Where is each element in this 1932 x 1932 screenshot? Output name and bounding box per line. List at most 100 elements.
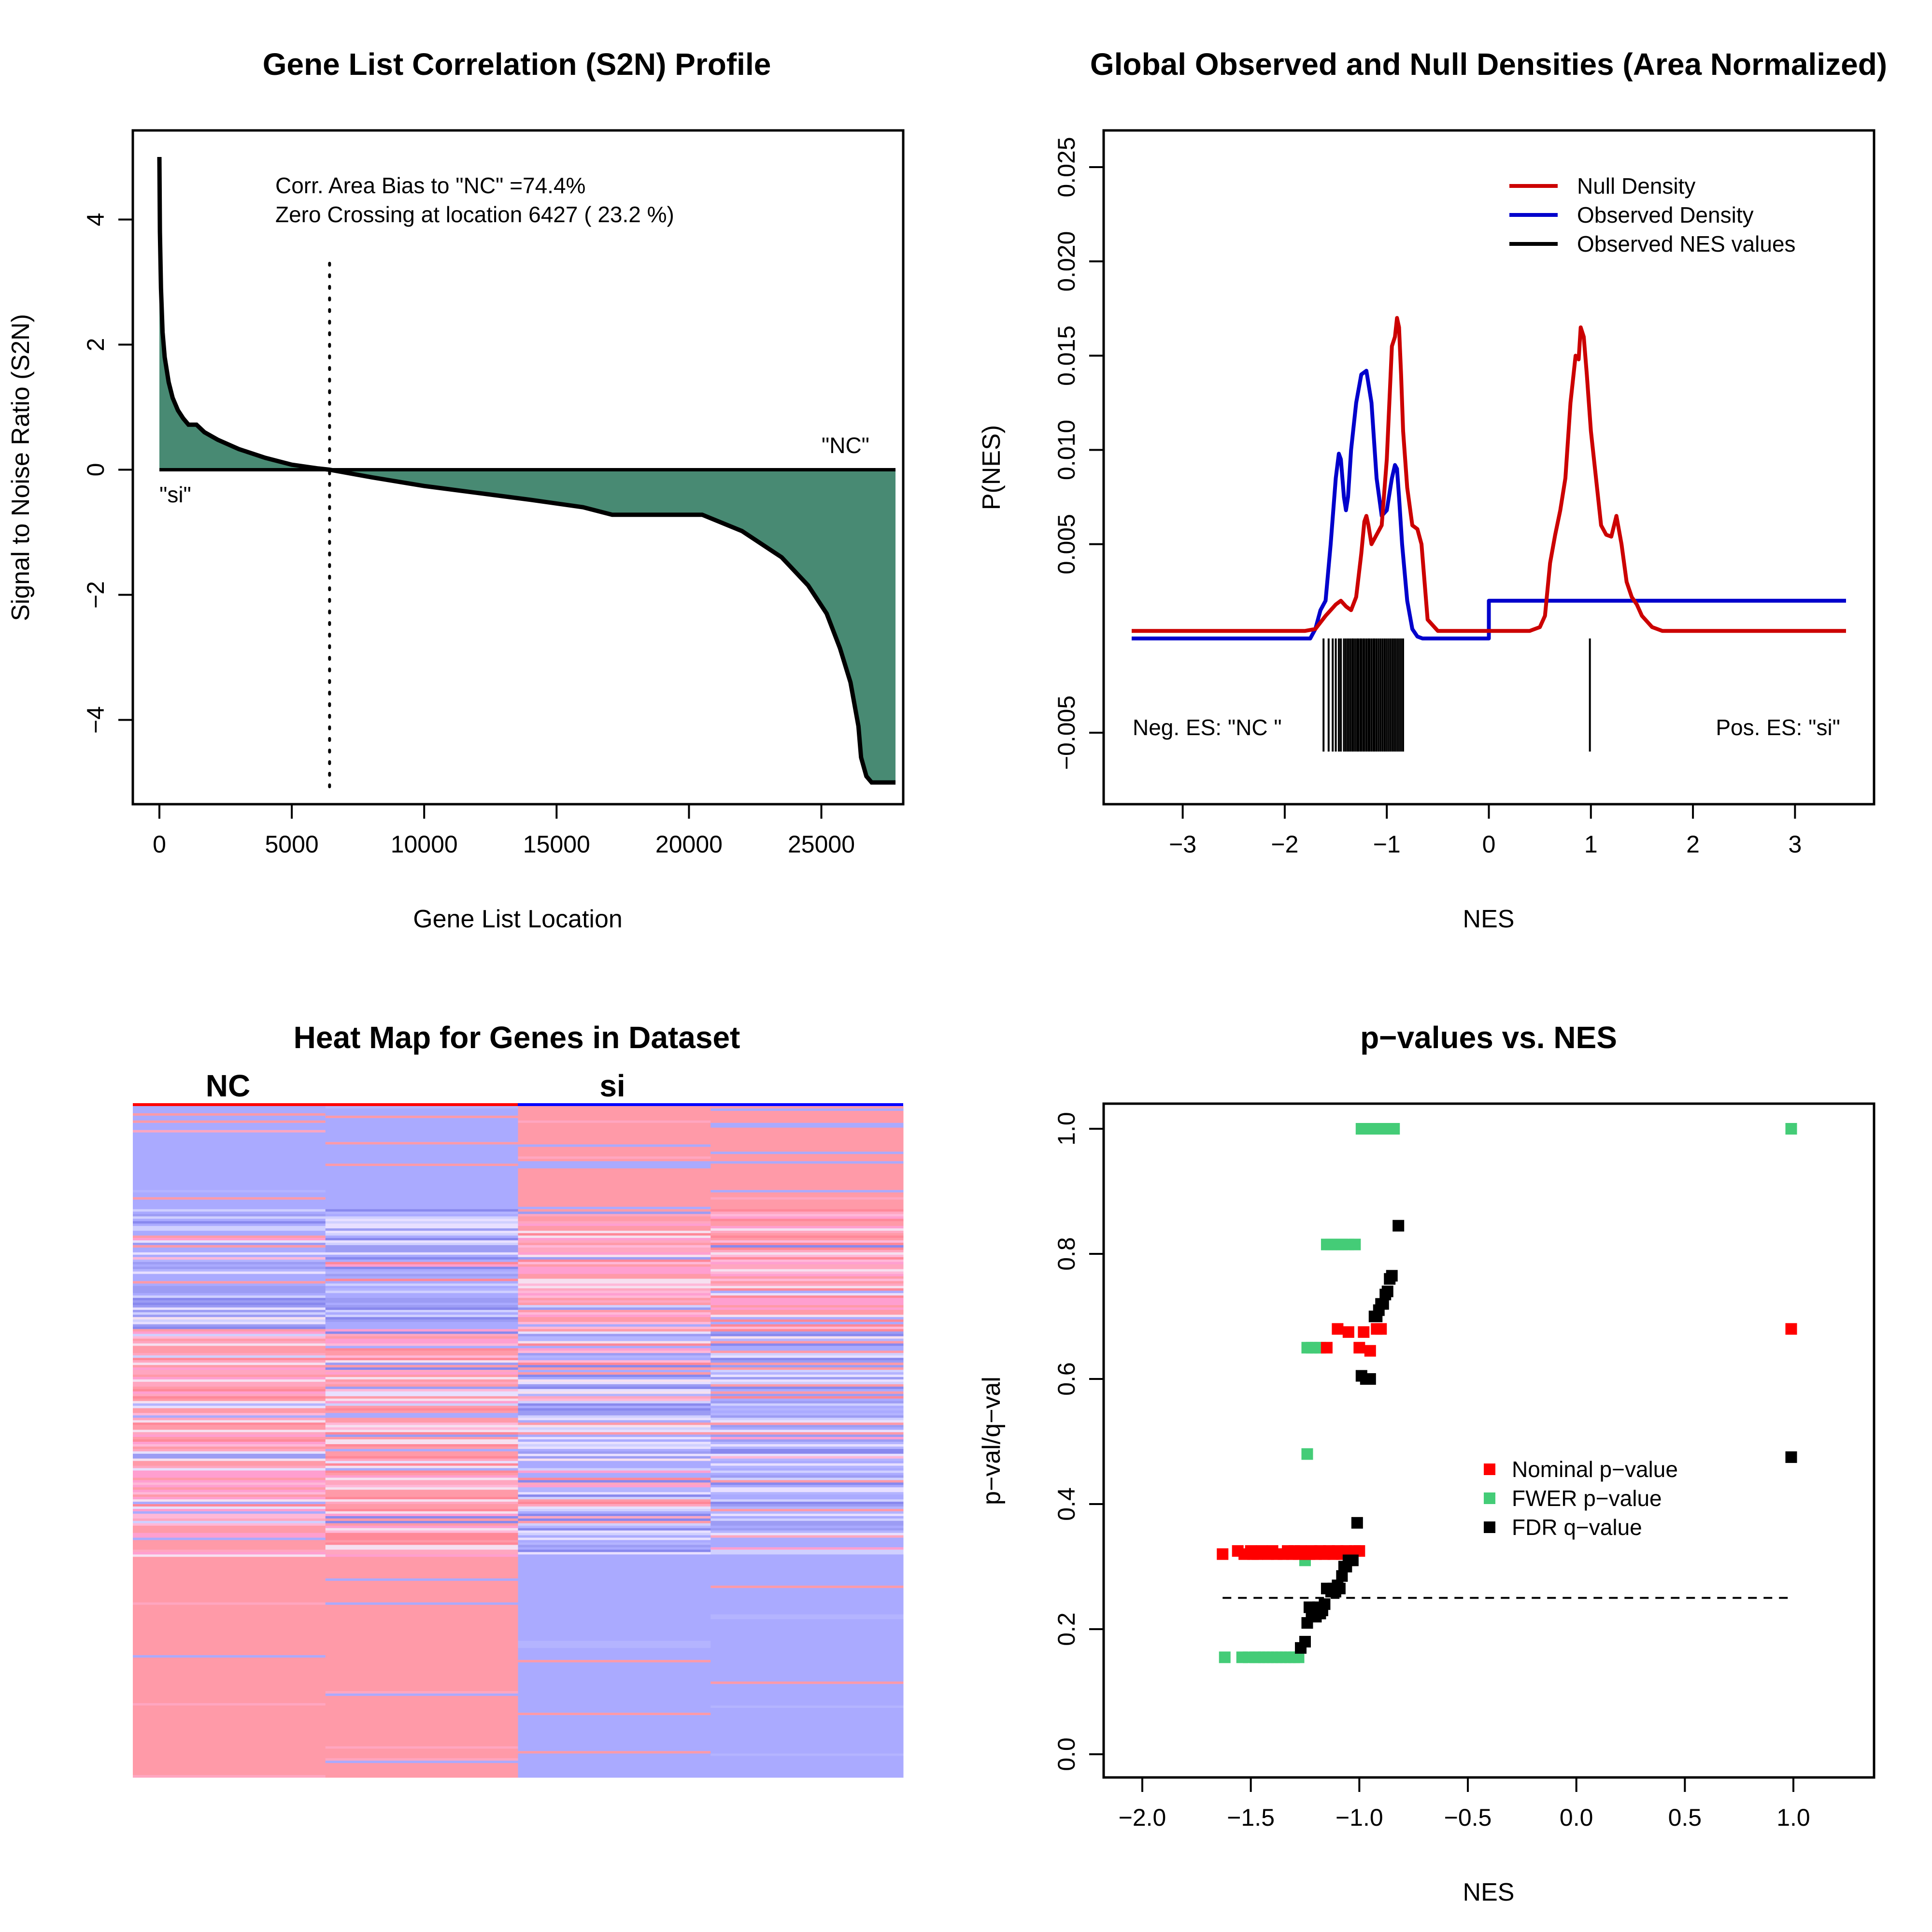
heatmap-cell xyxy=(710,1353,904,1356)
heatmap-cell xyxy=(518,1482,711,1485)
heatmap-cell xyxy=(518,1415,711,1418)
heatmap-cell xyxy=(133,1537,326,1541)
heatmap-cell xyxy=(325,1312,518,1315)
heatmap-cell xyxy=(710,1360,904,1363)
heatmap-cell xyxy=(133,1209,326,1212)
heatmap-cell xyxy=(710,1147,904,1150)
heatmap-cell xyxy=(325,1204,518,1207)
heatmap-cell xyxy=(518,1660,711,1663)
heatmap-cell xyxy=(518,1120,711,1123)
heatmap-cell xyxy=(710,1329,904,1332)
heatmap-cell xyxy=(133,1648,326,1651)
heatmap-cell xyxy=(710,1293,904,1296)
heatmap-cell xyxy=(710,1406,904,1408)
heatmap-cell xyxy=(710,1597,904,1601)
heatmap-cell xyxy=(518,1401,711,1404)
heatmap-cell xyxy=(710,1533,904,1536)
heatmap-cell xyxy=(518,1420,711,1423)
heatmap-cell xyxy=(518,1708,711,1711)
heatmap-cell xyxy=(325,1197,518,1200)
heatmap-cell xyxy=(133,1773,326,1776)
heatmap-cell xyxy=(710,1662,904,1665)
heatmap-cell xyxy=(518,1329,711,1332)
heatmap-cell xyxy=(518,1470,711,1474)
heatmap-cell xyxy=(133,1542,326,1545)
heatmap-cell xyxy=(710,1242,904,1246)
heatmap-cell xyxy=(133,1127,326,1131)
density-legend: Null Density Observed Density Observed N… xyxy=(1509,173,1796,256)
heatmap-cell xyxy=(518,1274,711,1277)
heatmap-cell xyxy=(133,1435,326,1437)
s2n-title: Gene List Correlation (S2N) Profile xyxy=(263,47,771,82)
heatmap-cell xyxy=(710,1209,904,1212)
heatmap-cell xyxy=(325,1761,518,1763)
heatmap-cell xyxy=(133,1753,326,1756)
heatmap-cell xyxy=(710,1756,904,1759)
fdr-qvalue-point xyxy=(1319,1598,1331,1610)
heatmap-cell xyxy=(133,1684,326,1687)
heatmap-cell xyxy=(518,1736,711,1740)
heatmap-cell xyxy=(518,1638,711,1641)
heatmap-cell xyxy=(710,1370,904,1373)
s2n-x-ticks: 0 5000 10000 15000 20000 25000 xyxy=(153,803,855,858)
heatmap-cell xyxy=(133,1185,326,1188)
heatmap-cell xyxy=(133,1562,326,1564)
heatmap-cell xyxy=(133,1108,326,1111)
heatmap-cell xyxy=(710,1516,904,1519)
heatmap-cell xyxy=(325,1679,518,1682)
heatmap-cell xyxy=(133,1156,326,1159)
heatmap-cell xyxy=(710,1233,904,1236)
heatmap-cell xyxy=(710,1113,904,1116)
heatmap-cell xyxy=(325,1741,518,1744)
heatmap-cell xyxy=(518,1381,711,1385)
heatmap-cell xyxy=(518,1451,711,1454)
heatmap-cell xyxy=(325,1300,518,1303)
heatmap-cell xyxy=(710,1676,904,1679)
heatmap-cell xyxy=(325,1355,518,1358)
heatmap-cell xyxy=(710,1298,904,1301)
heatmap-cell xyxy=(518,1691,711,1694)
s2n-ytick-label: 0 xyxy=(82,463,109,477)
heatmap-cell xyxy=(325,1250,518,1253)
heatmap-cell xyxy=(710,1636,904,1639)
pvalue-ytick-label: 0.4 xyxy=(1053,1487,1080,1521)
heatmap-cell xyxy=(133,1475,326,1478)
pvalue-ytick-label: 0.2 xyxy=(1053,1612,1080,1646)
heatmap-cell xyxy=(325,1674,518,1677)
heatmap-cell xyxy=(133,1600,326,1603)
heatmap-cell xyxy=(133,1667,326,1670)
heatmap-cell xyxy=(710,1346,904,1349)
heatmap-cell xyxy=(133,1115,326,1119)
heatmap-cell xyxy=(133,1480,326,1483)
heatmap-cell xyxy=(710,1583,904,1586)
heatmap-cell xyxy=(325,1199,518,1203)
density-ytick-label: 0.020 xyxy=(1053,231,1080,292)
heatmap-cell xyxy=(518,1312,711,1315)
s2n-xtick-label: 10000 xyxy=(391,831,458,858)
heatmap-cell xyxy=(710,1660,904,1663)
density-ytick-label: 0.010 xyxy=(1053,420,1080,480)
heatmap-cell xyxy=(710,1254,904,1258)
heatmap-cell xyxy=(518,1734,711,1737)
heatmap-cell xyxy=(325,1523,518,1526)
heatmap-cell xyxy=(325,1701,518,1704)
heatmap-cell xyxy=(133,1346,326,1349)
heatmap-cell xyxy=(518,1197,711,1200)
heatmap-cell xyxy=(133,1451,326,1454)
heatmap-cell xyxy=(710,1605,904,1608)
heatmap-cell xyxy=(710,1686,904,1689)
heatmap-cell xyxy=(133,1588,326,1591)
heatmap-cell xyxy=(133,1710,326,1713)
heatmap-cell xyxy=(325,1291,518,1293)
nominal-pvalue-point xyxy=(1321,1342,1333,1354)
heatmap-cell xyxy=(518,1192,711,1195)
density-ytick-label: −0.005 xyxy=(1053,696,1080,770)
heatmap-cell xyxy=(133,1257,326,1260)
heatmap-cell xyxy=(518,1499,711,1502)
heatmap-cell xyxy=(518,1492,711,1495)
heatmap-cell xyxy=(325,1504,518,1507)
heatmap-cell xyxy=(518,1250,711,1253)
density-label-neg: Neg. ES: "NC " xyxy=(1133,715,1282,740)
heatmap-cell xyxy=(325,1173,518,1176)
heatmap-cell xyxy=(325,1166,518,1169)
